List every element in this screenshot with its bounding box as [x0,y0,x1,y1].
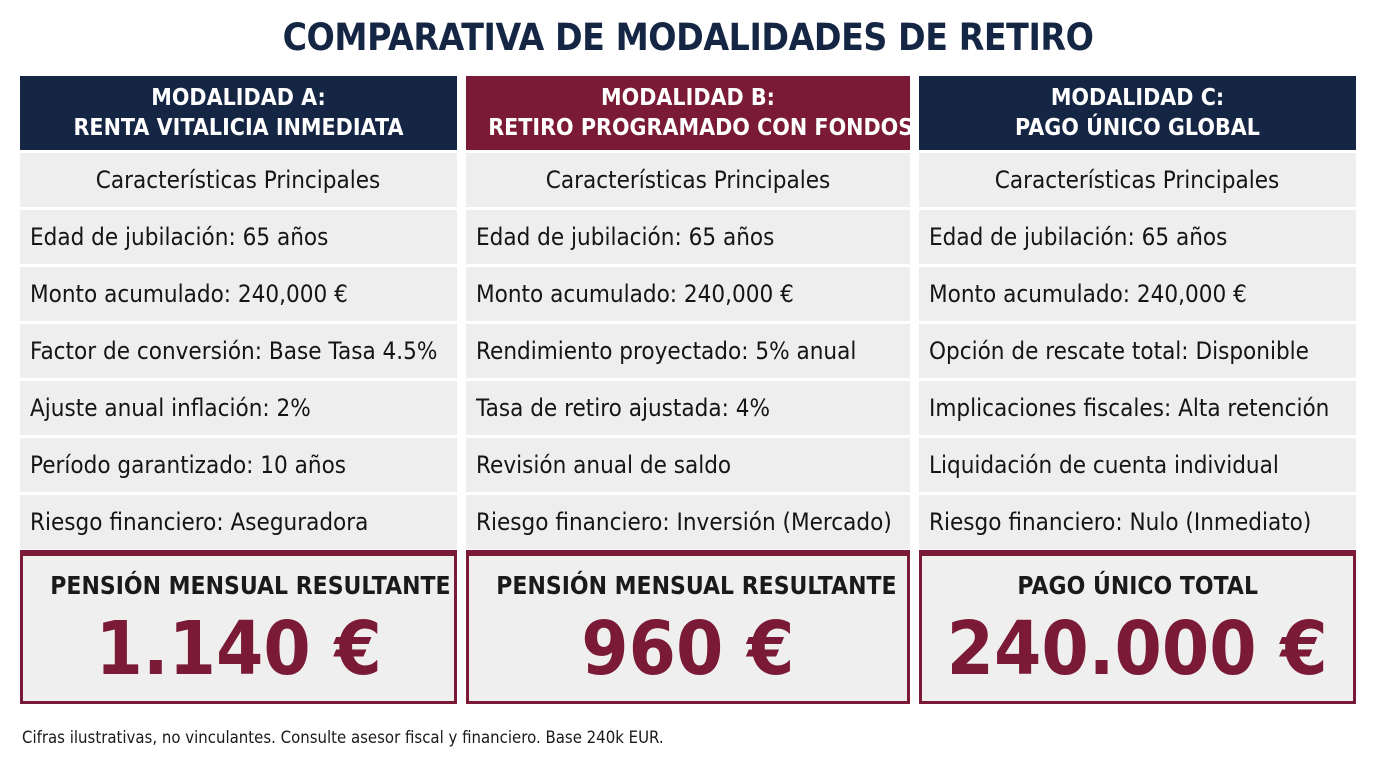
table-row: Edad de jubilación: 65 años [20,210,457,264]
table-row: Riesgo financiero: Inversión (Mercado) [466,495,910,549]
table-row: Monto acumulado: 240,000 € [919,267,1356,321]
modalidad-c-result-box: PAGO ÚNICO TOTAL 240.000 € [919,550,1356,704]
table-row: Monto acumulado: 240,000 € [20,267,457,321]
modalidad-a-result-box: PENSIÓN MENSUAL RESULTANTE 1.140 € [20,550,457,704]
table-row: Edad de jubilación: 65 años [919,210,1356,264]
modalidad-a-header: MODALIDAD A: RENTA VITALICIA INMEDIATA [20,76,457,150]
modalidad-a-header-line1: MODALIDAD A: [151,85,326,111]
modalidad-b-header: MODALIDAD B: RETIRO PROGRAMADO CON FONDO… [466,76,914,150]
modalidad-b-result-label: PENSIÓN MENSUAL RESULTANTE [496,571,897,600]
modalidad-b-section-heading: Características Principales [466,153,910,207]
modalidad-b-header-line1: MODALIDAD B: [601,85,775,111]
table-row: Edad de jubilación: 65 años [466,210,910,264]
table-row: Período garantizado: 10 años [20,438,457,492]
modalidad-a-result-label: PENSIÓN MENSUAL RESULTANTE [50,571,451,600]
table-row: Ajuste anual inflación: 2% [20,381,457,435]
modalidad-c-column: MODALIDAD C: PAGO ÚNICO GLOBAL Caracterí… [919,76,1356,549]
modalidad-b-column: MODALIDAD B: RETIRO PROGRAMADO CON FONDO… [466,76,914,549]
modalidad-c-header-line1: MODALIDAD C: [1050,85,1225,111]
table-row: Revisión anual de saldo [466,438,910,492]
modalidad-b-header-line2: RETIRO PROGRAMADO CON FONDOS [488,115,914,141]
footnote: Cifras ilustrativas, no vinculantes. Con… [22,728,664,748]
table-row: Factor de conversión: Base Tasa 4.5% [20,324,457,378]
modalidad-c-header-line2: PAGO ÚNICO GLOBAL [1015,115,1260,141]
table-row: Opción de rescate total: Disponible [919,324,1356,378]
modalidad-a-result-value: 1.140 € [95,606,382,692]
modalidad-c-header: MODALIDAD C: PAGO ÚNICO GLOBAL [919,76,1356,150]
modalidad-c-result-value: 240.000 € [946,606,1329,692]
modalidad-c-section-heading: Características Principales [919,153,1356,207]
modalidad-c-result-label: PAGO ÚNICO TOTAL [1017,571,1258,600]
table-row: Riesgo financiero: Nulo (Inmediato) [919,495,1356,549]
modalidad-a-column: MODALIDAD A: RENTA VITALICIA INMEDIATA C… [20,76,457,549]
table-row: Riesgo financiero: Aseguradora [20,495,457,549]
table-row: Implicaciones fiscales: Alta retención [919,381,1356,435]
page-title: COMPARATIVA DE MODALIDADES DE RETIRO [282,16,1094,59]
table-row: Liquidación de cuenta individual [919,438,1356,492]
table-row: Rendimiento proyectado: 5% anual [466,324,910,378]
modalidad-b-result-value: 960 € [581,606,795,692]
modalidad-a-section-heading: Características Principales [20,153,457,207]
table-row: Tasa de retiro ajustada: 4% [466,381,910,435]
modalidad-a-header-line2: RENTA VITALICIA INMEDIATA [73,115,404,141]
modalidad-b-result-box: PENSIÓN MENSUAL RESULTANTE 960 € [466,550,910,704]
table-row: Monto acumulado: 240,000 € [466,267,910,321]
